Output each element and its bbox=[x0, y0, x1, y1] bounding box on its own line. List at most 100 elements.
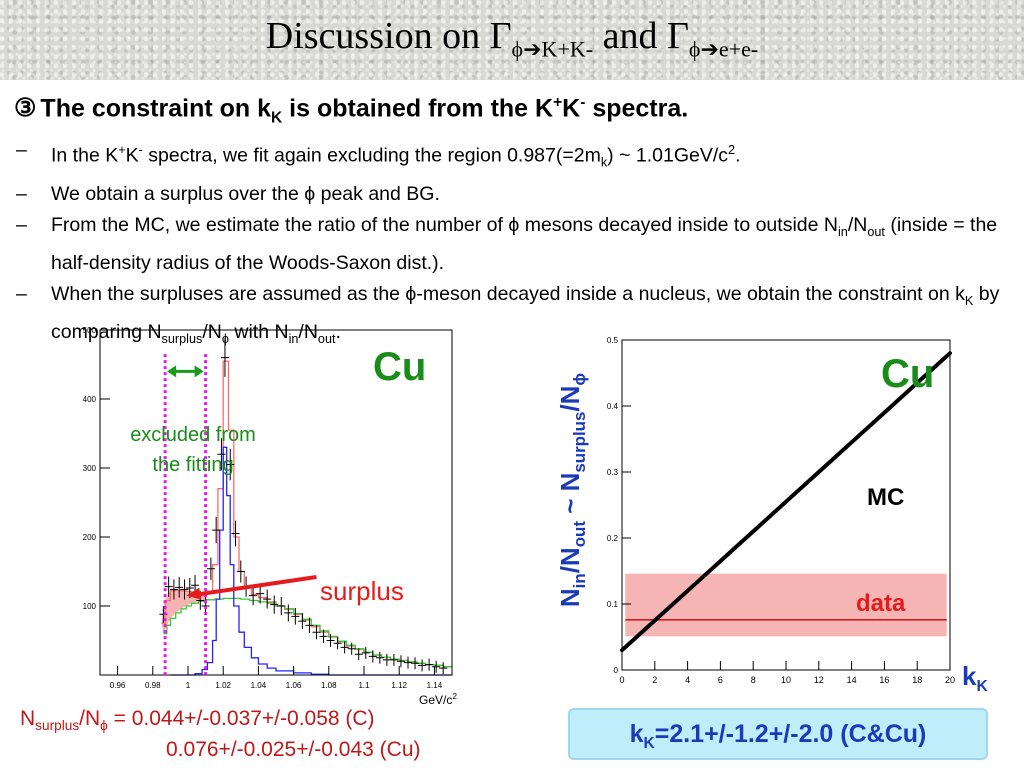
data-point bbox=[206, 557, 215, 580]
data-point bbox=[326, 634, 335, 647]
mc-label: MC bbox=[867, 484, 905, 511]
x-tick-label: 16 bbox=[879, 675, 889, 685]
slide-title: Discussion on Γϕ➔K+K- and Γϕ➔e+e- bbox=[0, 14, 1024, 63]
data-point bbox=[249, 585, 258, 606]
bullet-text: /N bbox=[298, 320, 318, 343]
title-text: and Γ bbox=[593, 15, 689, 57]
data-point bbox=[201, 597, 210, 615]
fit-curve bbox=[161, 360, 453, 668]
x-tick-label: 2 bbox=[652, 675, 657, 685]
x-tick-label: 12 bbox=[814, 675, 824, 685]
x-tick-label: 1 bbox=[186, 681, 191, 690]
result-copper: 0.076+/-0.025+/-0.043 (Cu) bbox=[166, 738, 421, 761]
lead-text: K bbox=[562, 94, 581, 123]
plot-frame bbox=[99, 329, 453, 676]
y-tick-label: 0.2 bbox=[607, 534, 619, 543]
curve-layer bbox=[620, 351, 952, 653]
bullet-text: with N bbox=[228, 320, 289, 343]
lead-text: The constraint on k bbox=[40, 94, 272, 123]
data-point bbox=[270, 595, 279, 614]
result-text: /N bbox=[79, 707, 101, 730]
result-text: =2.1+/-1.2+/-2.0 (C&Cu) bbox=[654, 720, 927, 748]
data-point bbox=[212, 517, 221, 544]
circled-number: ③ bbox=[14, 94, 37, 123]
data-point bbox=[236, 560, 245, 583]
y-tick-label: 0 bbox=[614, 666, 619, 675]
bullet-dash: – bbox=[16, 139, 27, 162]
lead-text: spectra. bbox=[585, 94, 689, 123]
title-bar bbox=[0, 0, 1024, 80]
lead-sup: + bbox=[553, 94, 563, 111]
x-unit: GeV/c bbox=[419, 693, 453, 707]
bullet-sub: k bbox=[600, 155, 608, 170]
bullet-list: ③ The constraint on kK is obtained from t… bbox=[14, 86, 1014, 354]
x-unit-label: GeV/c2 bbox=[419, 691, 457, 707]
data-band-layer bbox=[625, 573, 947, 637]
excluded-line1: excluded from bbox=[130, 424, 256, 446]
bullet-sub: out bbox=[867, 224, 885, 239]
data-point bbox=[333, 637, 342, 650]
axes-layer: 0 0.1 0.2 0.3 0.4 0.5 0 2 4 6 8 10 12 14 16 18 20 bbox=[607, 336, 955, 685]
y-tick-label: 0.4 bbox=[607, 402, 619, 411]
bullet-text: From the MC, we estimate the ratio of th… bbox=[51, 213, 838, 236]
data-point bbox=[439, 662, 448, 675]
y-tick-label: 100 bbox=[83, 602, 97, 611]
y-sub: ϕ bbox=[570, 372, 590, 386]
data-point bbox=[305, 617, 314, 633]
result-text: k bbox=[629, 720, 644, 748]
bullet-item: – In the K+K- spectra, we fit again exclu… bbox=[14, 135, 1014, 178]
bullet-text: When the surpluses are assumed as the ϕ-… bbox=[51, 282, 965, 305]
y-sub: surplus bbox=[570, 411, 590, 473]
lead-text: is obtained from the K bbox=[282, 94, 554, 123]
bullet-text: K bbox=[125, 144, 139, 167]
data-point bbox=[425, 658, 434, 671]
result-sub: K bbox=[643, 735, 655, 752]
surplus-band-layer bbox=[161, 590, 208, 634]
data-point bbox=[418, 659, 427, 672]
x-tick-label: 1.08 bbox=[321, 681, 337, 690]
surplus-arrow-shaft bbox=[195, 575, 317, 597]
x-tick-label: 14 bbox=[847, 675, 857, 685]
y-tick-label: 300 bbox=[83, 464, 97, 473]
surplus-label: surplus bbox=[320, 576, 404, 606]
x-tick-label: 4 bbox=[685, 675, 690, 685]
data-point bbox=[389, 653, 398, 666]
data-point bbox=[404, 656, 412, 669]
lead-sub: K bbox=[271, 109, 283, 127]
bullet-sup: + bbox=[118, 143, 126, 158]
y-text: /N bbox=[555, 385, 585, 412]
data-point bbox=[319, 629, 328, 644]
data-point bbox=[411, 657, 420, 670]
y-tick-label: 0.3 bbox=[607, 468, 619, 477]
result-text: N bbox=[20, 707, 36, 730]
data-point bbox=[312, 625, 321, 640]
data-error-band bbox=[625, 573, 947, 637]
data-point bbox=[396, 655, 405, 668]
result-sub: ϕ bbox=[100, 718, 108, 734]
y-tick-label: 500 bbox=[83, 326, 97, 335]
y-tick-label: 0.1 bbox=[607, 600, 619, 609]
bullet-dash: – bbox=[16, 213, 27, 236]
data-point bbox=[169, 579, 178, 600]
x-axis-main: k bbox=[962, 661, 977, 691]
data-point bbox=[368, 650, 377, 663]
data-point bbox=[340, 641, 349, 654]
y-sub: out bbox=[570, 521, 590, 548]
data-point bbox=[347, 642, 356, 655]
x-tick-label: 0 bbox=[619, 675, 624, 685]
y-tick-label: 0.5 bbox=[607, 336, 619, 345]
bullet-sub: out bbox=[317, 331, 336, 346]
bullet-sub: surplus bbox=[161, 331, 203, 346]
data-point bbox=[284, 604, 293, 622]
bullet-item: – From the MC, we estimate the ratio of t… bbox=[14, 210, 1014, 279]
excluded-arrow-head-right bbox=[194, 365, 204, 378]
bullet-text: (inside = the half-density radius of the… bbox=[51, 213, 998, 274]
x-tick-label: 1.14 bbox=[427, 681, 443, 690]
bullet-text: by comparing N bbox=[51, 282, 1000, 343]
data-point bbox=[180, 579, 189, 600]
bullet-text: spectra, we fit again excluding the regi… bbox=[142, 144, 601, 167]
data-point bbox=[375, 651, 384, 664]
bullet-text: /N bbox=[847, 213, 868, 236]
x-tick-label: 20 bbox=[945, 675, 955, 685]
data-point bbox=[231, 520, 240, 547]
